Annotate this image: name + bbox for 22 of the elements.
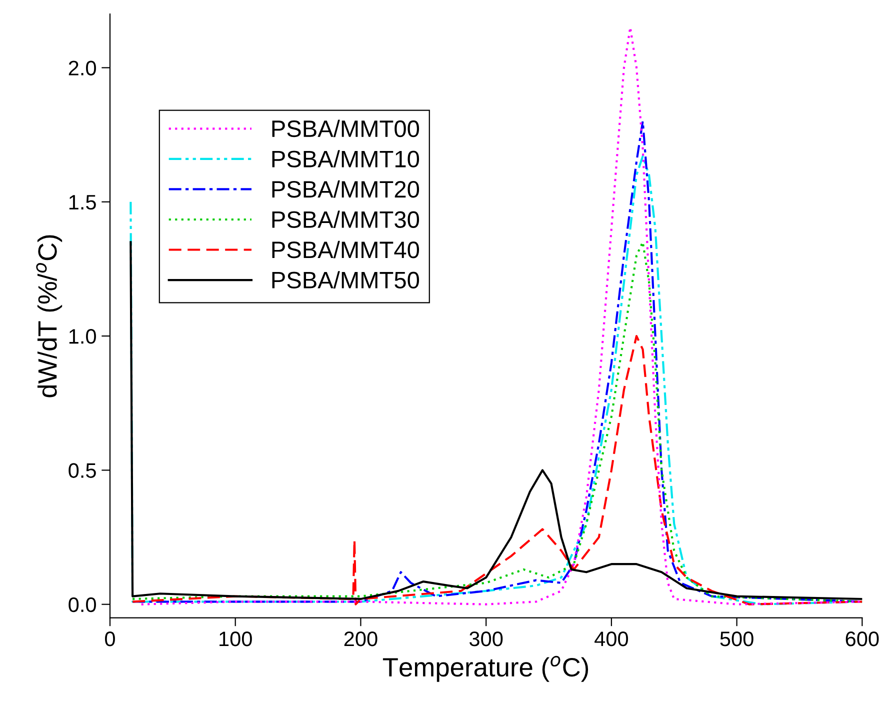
x-tick-label: 100 (220, 632, 252, 646)
y-tick-label: 0.5 (68, 463, 96, 478)
legend-label: PSBA/MMT10 (272, 150, 420, 168)
x-axis-title: Temperature ($^{o}$C) (382, 656, 588, 682)
y-tick-label: 1.0 (69, 329, 96, 344)
legend-label: PSBA/MMT30 (272, 210, 420, 228)
y-axis-title: dW/dT (%/$^{o}$C) (36, 235, 62, 398)
line-series (140, 26, 862, 606)
legend-label: PSBA/MMT20 (272, 180, 420, 198)
x-tick-label: 300 (469, 632, 503, 646)
x-tick-label: 600 (846, 632, 879, 646)
x-tick-label: 400 (594, 632, 628, 646)
legend-label: PSBA/MMT00 (272, 120, 420, 138)
legend-label: PSBA/MMT40 (272, 240, 420, 258)
y-tick-label: 0.0 (68, 597, 96, 612)
y-tick-label: 2.0 (68, 60, 96, 76)
y-tick-label: 1.5 (69, 195, 96, 210)
x-tick-label: 500 (720, 632, 754, 646)
legend-label: PSBA/MMT50 (272, 271, 420, 289)
line-series (132, 334, 862, 606)
x-tick-label: 0 (105, 632, 115, 646)
x-tick-label: 200 (344, 632, 378, 646)
